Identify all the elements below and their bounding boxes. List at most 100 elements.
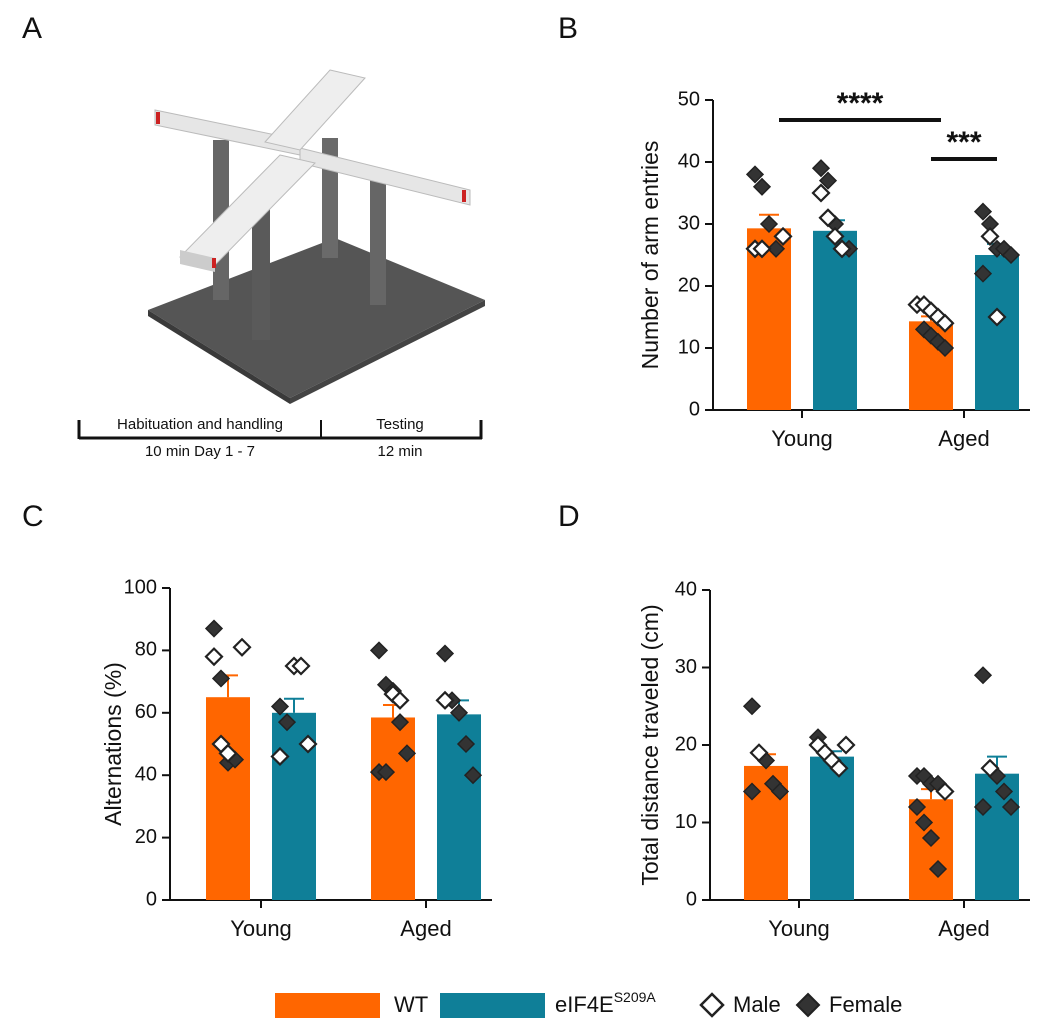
male-point <box>204 647 224 667</box>
female-point <box>811 159 831 178</box>
male-point <box>749 743 769 763</box>
legend-label: Female <box>829 992 902 1017</box>
x-tick-label: Young <box>771 426 833 451</box>
timeline: Habituation and handling Testing 10 min … <box>77 416 483 460</box>
bar <box>371 717 415 900</box>
significance-label: *** <box>946 126 981 159</box>
legend-swatch <box>275 993 380 1018</box>
bar <box>909 799 953 900</box>
female-point <box>921 828 941 848</box>
x-tick-label: Aged <box>400 916 451 941</box>
y-tick-label: 10 <box>675 811 697 833</box>
y-tick-label: 30 <box>675 656 697 678</box>
female-point <box>973 666 993 685</box>
duration-label: 12 min <box>377 443 422 460</box>
legend-marker <box>699 992 725 1018</box>
x-tick-label: Young <box>230 916 292 941</box>
male-point <box>980 226 1000 246</box>
male-point <box>811 183 831 203</box>
significance-label: **** <box>837 87 884 120</box>
bar <box>810 756 854 900</box>
female-point <box>1001 797 1021 817</box>
bar <box>206 697 250 900</box>
female-point <box>994 782 1014 801</box>
y-tick-label: 60 <box>135 701 157 723</box>
female-point <box>1001 245 1021 265</box>
y-tick-label: 100 <box>124 576 157 598</box>
female-point <box>766 239 786 258</box>
male-point <box>270 746 290 767</box>
female-point <box>204 619 224 638</box>
female-point <box>390 713 410 732</box>
bar <box>813 230 857 410</box>
panel-label: B <box>558 12 578 45</box>
y-tick-label: 20 <box>675 733 697 755</box>
male-point <box>832 239 852 259</box>
legend-label: Male <box>733 992 781 1017</box>
legend-marker <box>795 992 821 1018</box>
female-point <box>742 697 762 716</box>
male-point <box>829 758 849 778</box>
bar <box>747 228 791 410</box>
x-tick-label: Aged <box>938 426 989 451</box>
y-tick-label: 0 <box>686 888 697 910</box>
male-point <box>935 313 955 333</box>
female-point <box>770 782 790 801</box>
x-tick-label: Aged <box>938 916 989 941</box>
duration-label: 10 min Day 1 - 7 <box>145 443 255 460</box>
maze-illustration <box>148 69 485 404</box>
legend: WT eIF4ES209A Male Female <box>275 989 902 1018</box>
legend-label-main: eIF4E <box>555 992 614 1017</box>
y-tick-label: 40 <box>678 150 700 172</box>
female-point <box>914 813 934 832</box>
y-tick-label: 40 <box>675 578 697 600</box>
female-point <box>456 734 476 754</box>
female-point <box>211 669 231 688</box>
phase-label: Habituation and handling <box>117 416 283 433</box>
male-point <box>773 226 793 246</box>
female-point <box>907 797 927 817</box>
y-tick-label: 50 <box>678 88 700 110</box>
female-point <box>973 797 993 817</box>
legend-label-sup: S209A <box>614 989 657 1005</box>
y-tick-label: 0 <box>146 888 157 910</box>
male-point <box>218 743 238 763</box>
male-point <box>435 690 455 710</box>
panel-label: C <box>22 500 44 533</box>
y-axis-label: Total distance traveled (cm) <box>637 604 663 885</box>
female-point <box>935 338 955 358</box>
x-tick-label: Young <box>768 916 830 941</box>
female-point <box>742 782 762 801</box>
female-point <box>376 763 396 782</box>
female-point <box>818 171 838 190</box>
y-axis-label: Alternations (%) <box>100 662 126 826</box>
legend-swatch <box>440 993 545 1018</box>
female-point <box>397 744 417 763</box>
male-point <box>825 226 845 246</box>
y-tick-label: 30 <box>678 212 700 234</box>
y-tick-label: 20 <box>135 826 157 848</box>
female-point <box>973 202 993 221</box>
female-point <box>752 177 772 196</box>
bar <box>975 773 1019 900</box>
female-point <box>449 703 469 722</box>
y-tick-label: 80 <box>135 639 157 661</box>
male-point <box>836 735 856 755</box>
female-point <box>277 713 297 732</box>
male-point <box>291 656 311 676</box>
male-point <box>818 208 838 228</box>
female-point <box>973 264 993 283</box>
male-point <box>390 690 410 710</box>
legend-label: eIF4ES209A <box>555 989 656 1017</box>
female-point <box>435 644 455 663</box>
female-point <box>759 214 779 234</box>
female-point <box>270 697 290 716</box>
panel-label: D <box>558 500 580 533</box>
female-point <box>745 165 765 184</box>
male-point <box>752 239 772 259</box>
female-point <box>928 859 948 879</box>
male-point <box>980 758 1000 778</box>
male-point <box>232 637 252 657</box>
female-point <box>463 766 483 785</box>
